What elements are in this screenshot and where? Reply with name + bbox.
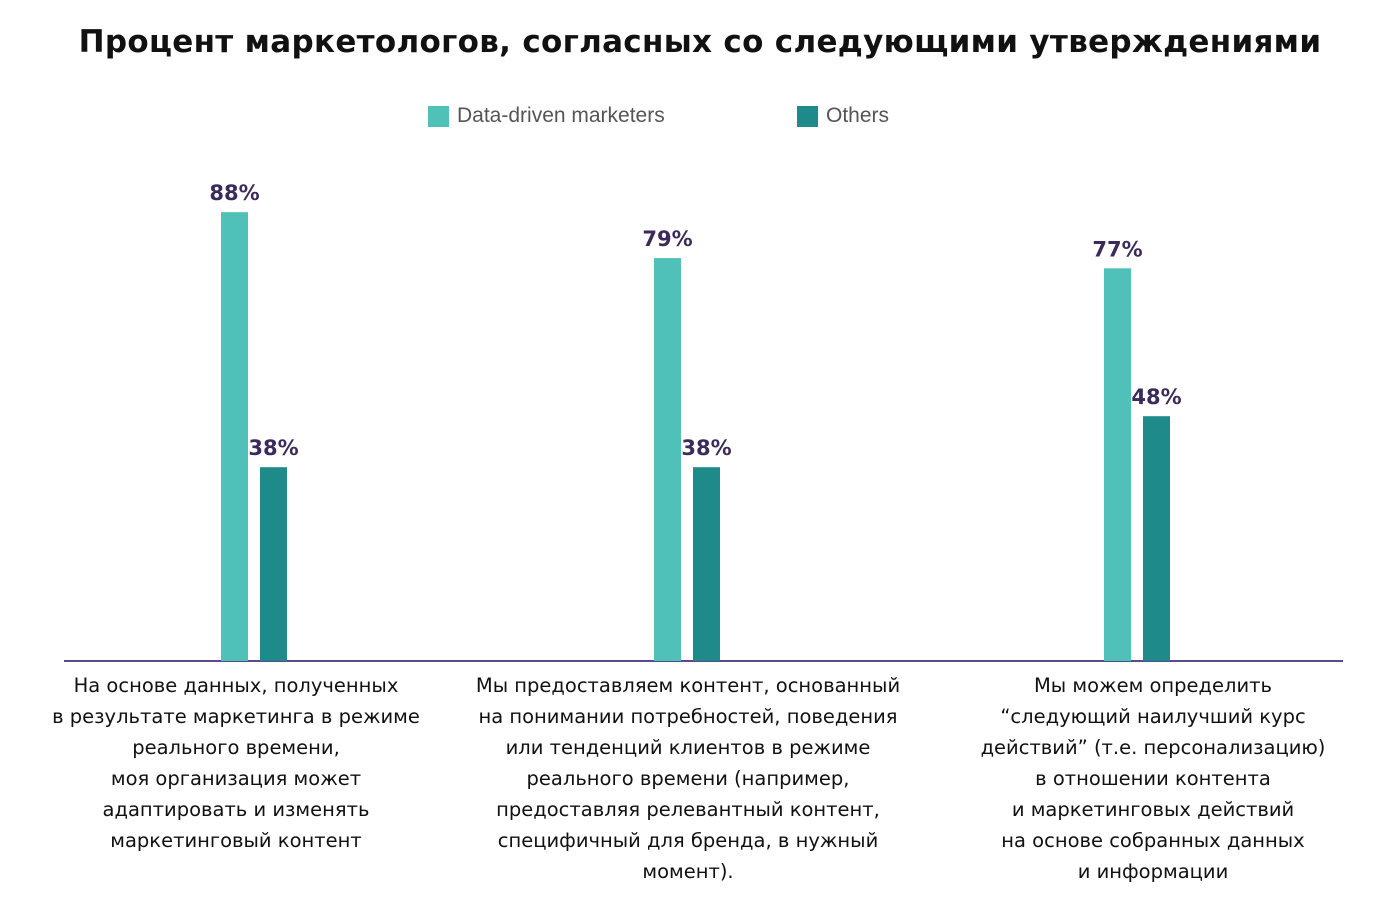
- data-label-others-3: 48%: [1131, 385, 1181, 409]
- legend-swatch-data-driven: [428, 105, 449, 127]
- data-label-others-2: 38%: [681, 436, 731, 460]
- legend: Data-driven marketers Others: [0, 104, 1400, 134]
- bar-others-2: [693, 467, 720, 661]
- chart-title: Процент маркетологов, согласных со следу…: [78, 24, 1322, 60]
- data-label-data-driven-1: 88%: [209, 181, 259, 205]
- bar-data-driven-1: [221, 212, 248, 661]
- category-label-2: Мы предоставляем контент, основанный на …: [475, 674, 901, 883]
- legend-swatch-others: [797, 105, 818, 127]
- data-label-data-driven-3: 77%: [1092, 237, 1142, 261]
- legend-item-others: Others: [797, 104, 889, 128]
- legend-label-others: Others: [826, 104, 890, 127]
- bar-others-3: [1143, 416, 1170, 661]
- data-label-data-driven-2: 79%: [642, 227, 692, 251]
- bar-data-driven-2: [654, 258, 681, 661]
- data-label-others-1: 38%: [248, 436, 298, 460]
- category-label-1: На основе данных, полученных в результат…: [52, 674, 420, 852]
- legend-item-data-driven: Data-driven marketers: [428, 104, 665, 128]
- bar-data-driven-3: [1104, 268, 1131, 661]
- category-label-3: Мы можем определить “следующий наилучший…: [980, 674, 1326, 883]
- bar-others-1: [260, 467, 287, 661]
- legend-label-data-driven: Data-driven marketers: [457, 104, 665, 127]
